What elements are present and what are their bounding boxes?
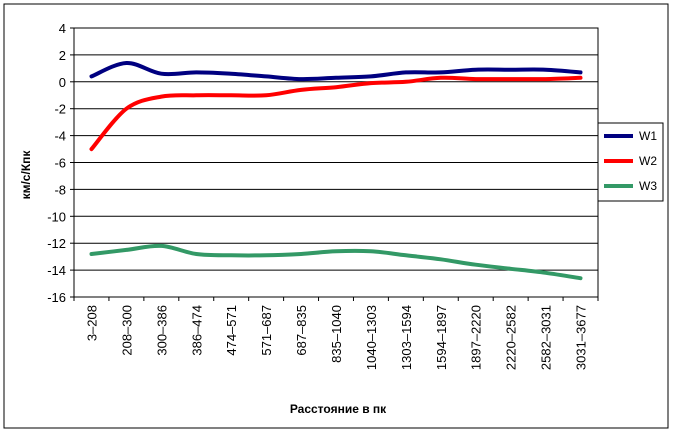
y-tick-label: -14	[47, 263, 66, 278]
y-tick-label: -4	[54, 129, 66, 144]
x-tick-label: 2582–3031	[539, 305, 554, 370]
x-tick-label: 3–208	[84, 305, 99, 341]
x-tick-label: 1897–2220	[469, 305, 484, 370]
y-tick-label: 4	[59, 21, 66, 36]
legend-label-w1: W1	[639, 129, 657, 143]
series-lines	[89, 61, 583, 281]
y-tick-label: -2	[54, 102, 66, 117]
x-tick-label: 474–571	[224, 305, 239, 356]
y-tick-label: -8	[54, 182, 66, 197]
y-tick-label: -12	[47, 236, 66, 251]
y-tick-label: -6	[54, 156, 66, 171]
x-tick-label: 2220–2582	[504, 305, 519, 370]
x-tick-label: 687–835	[294, 305, 309, 356]
y-tick-label: -16	[47, 290, 66, 305]
y-axis-title: км/с/Кпк	[19, 150, 33, 200]
x-axis-title: Расстояние в пк	[290, 402, 387, 416]
x-tick-label: 386–474	[189, 305, 204, 356]
y-tick-label: 0	[59, 75, 66, 90]
y-axis: 4 2 0 -2 -4 -6 -8 -10 -12 -14 -16	[47, 21, 74, 305]
x-tick-label: 208–300	[119, 305, 134, 356]
legend-label-w2: W2	[639, 154, 657, 168]
x-tick-label: 1303–1594	[399, 305, 414, 370]
x-tick-label: 3031–3677	[574, 305, 589, 370]
x-axis: 3–208 208–300 300–386 386–474 474–571 571–687…	[73, 297, 599, 370]
x-tick-label: 1040–1303	[364, 305, 379, 370]
x-tick-label: 1594–1897	[434, 305, 449, 370]
legend: W1 W2 W3	[597, 122, 664, 202]
x-tick-label: 571–687	[259, 305, 274, 356]
y-tick-label: -10	[47, 209, 66, 224]
series-line-w3	[89, 243, 583, 281]
series-line-w2	[89, 75, 583, 152]
y-tick-label: 2	[59, 48, 66, 63]
series-line-w1	[89, 61, 583, 82]
x-tick-label: 300–386	[154, 305, 169, 356]
x-tick-label: 835–1040	[329, 305, 344, 363]
legend-label-w3: W3	[639, 179, 657, 193]
